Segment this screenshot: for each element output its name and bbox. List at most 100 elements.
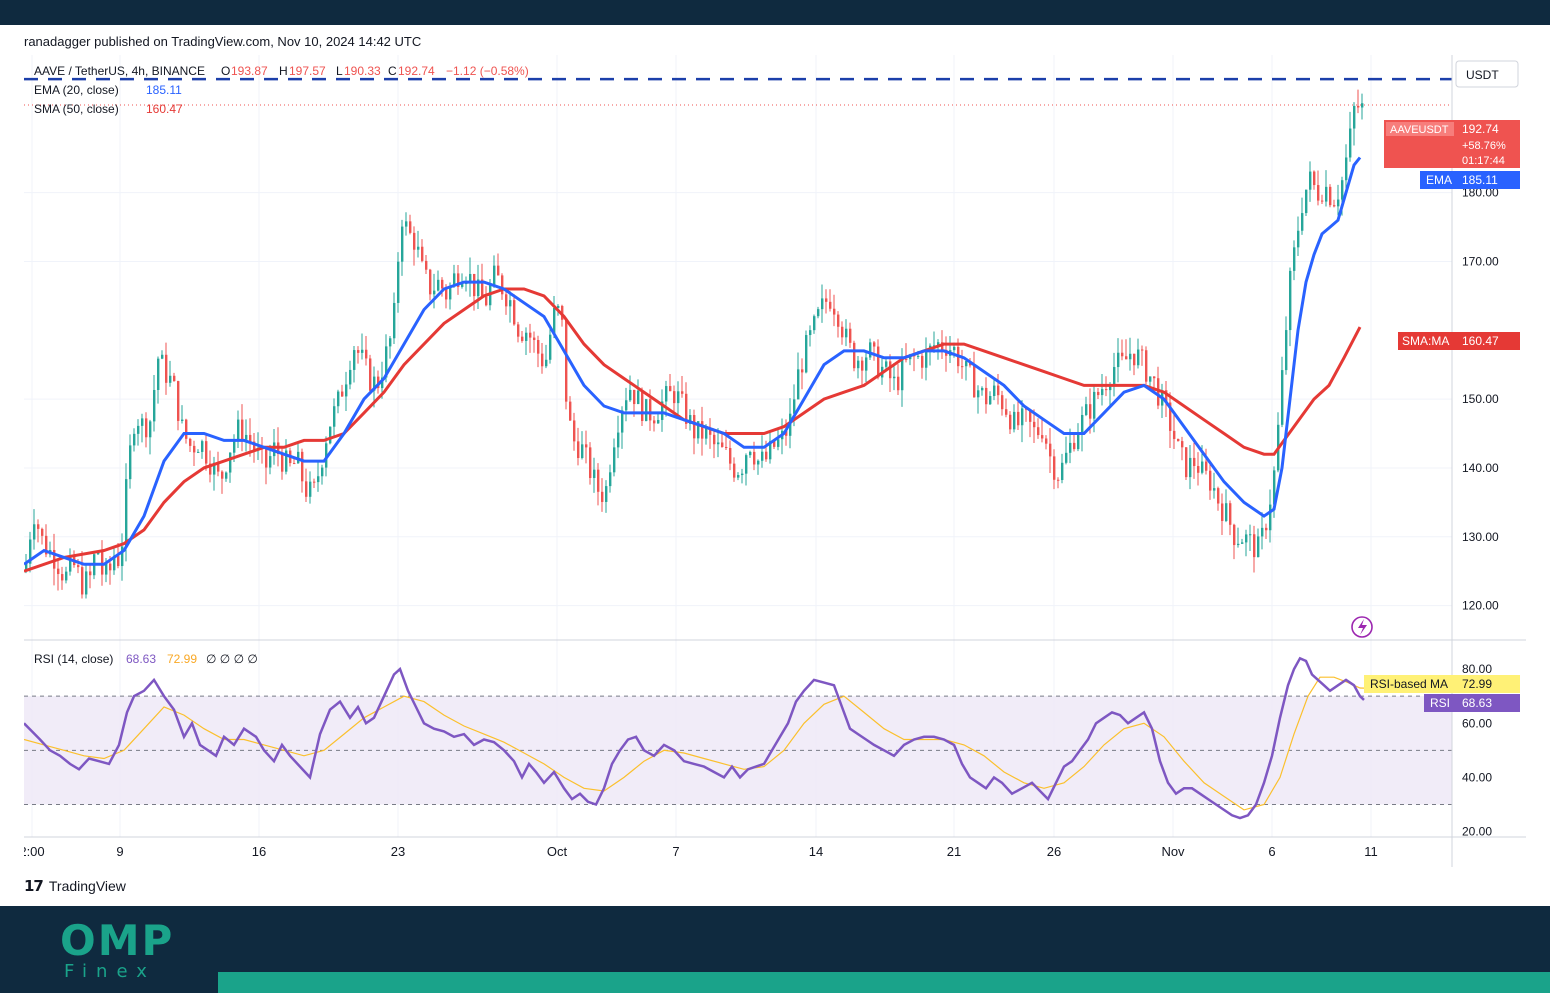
- candle-body: [1357, 105, 1360, 108]
- candle-body: [793, 399, 796, 414]
- omp-finex-logo: OMP Finex: [60, 920, 174, 982]
- x-tick-label: Oct: [547, 844, 568, 859]
- candle-body: [613, 447, 616, 473]
- y-tick-label: 180.00: [1462, 186, 1499, 200]
- candle-body: [1177, 438, 1180, 442]
- candle-body: [937, 342, 940, 346]
- candle-body: [1337, 199, 1340, 207]
- candle-body: [893, 376, 896, 379]
- svg-text:68.63: 68.63: [1462, 696, 1492, 710]
- candle-body: [169, 375, 172, 383]
- candle-body: [513, 300, 516, 325]
- candle-body: [1053, 456, 1056, 480]
- candle-body: [337, 391, 340, 407]
- candle-body: [985, 387, 988, 405]
- candle-body: [645, 399, 648, 421]
- candle-body: [501, 275, 504, 295]
- candle-body: [205, 441, 208, 464]
- candle-body: [997, 385, 1000, 396]
- rsi-legend-extra: ∅ ∅ ∅ ∅: [206, 652, 258, 666]
- top-bar: [0, 0, 1550, 25]
- candle-body: [1345, 157, 1348, 181]
- candle-body: [1081, 414, 1084, 436]
- candle-body: [577, 441, 580, 459]
- ohlc-open: 193.87: [231, 64, 268, 78]
- candle-body: [573, 420, 576, 442]
- rsi-legend-name: RSI (14, close): [34, 652, 113, 666]
- candle-body: [1109, 386, 1112, 391]
- candle-body: [889, 361, 892, 379]
- candle-body: [617, 432, 620, 448]
- candle-body: [597, 469, 600, 492]
- candle-body: [477, 279, 480, 297]
- candle-body: [761, 451, 764, 461]
- candle-body: [509, 300, 512, 307]
- candle-body: [865, 357, 868, 371]
- candle-body: [413, 232, 416, 250]
- candle-body: [673, 391, 676, 404]
- candle-body: [237, 419, 240, 441]
- ema-legend-value: 185.11: [146, 83, 182, 97]
- candle-body: [873, 342, 876, 347]
- candle-body: [1261, 527, 1264, 537]
- candle-body: [393, 302, 396, 339]
- candle-body: [401, 226, 404, 262]
- lightning-icon[interactable]: [1351, 616, 1373, 638]
- candle-body: [1149, 376, 1152, 382]
- candle-body: [1145, 350, 1148, 382]
- svg-text:C: C: [388, 64, 397, 78]
- candle-body: [481, 279, 484, 297]
- candle-body: [857, 360, 860, 369]
- candle-body: [165, 354, 168, 383]
- candle-body: [525, 332, 528, 341]
- candle-body: [1169, 402, 1172, 431]
- x-tick-label: 6: [1268, 844, 1275, 859]
- svg-text:160.47: 160.47: [1462, 334, 1499, 348]
- price-change: +58.76%: [1462, 140, 1506, 152]
- chart-container[interactable]: 180.00 170.00 150.00 140.00 130.00 120.00 2:00…: [19, 55, 1526, 867]
- candle-body: [729, 447, 732, 464]
- currency-button[interactable]: [1455, 60, 1519, 88]
- candle-body: [517, 324, 520, 337]
- candle-body: [201, 441, 204, 452]
- candle-body: [825, 298, 828, 302]
- price-chart[interactable]: 180.00 170.00 150.00 140.00 130.00 120.00 2:00…: [19, 55, 1526, 867]
- candle-body: [1117, 352, 1120, 368]
- candle-body: [305, 481, 308, 497]
- candle-body: [1333, 205, 1336, 207]
- candle-body: [293, 463, 296, 465]
- candle-body: [1125, 356, 1128, 360]
- candle-body: [925, 350, 928, 368]
- candle-body: [197, 451, 200, 453]
- ema-legend-name: EMA (20, close): [34, 83, 119, 97]
- candle-body: [981, 387, 984, 391]
- candle-body: [1309, 171, 1312, 190]
- candle-body: [85, 571, 88, 595]
- candle-body: [821, 298, 824, 310]
- candle-body: [665, 386, 668, 402]
- candle-body: [745, 455, 748, 474]
- candle-body: [461, 284, 464, 287]
- candle-body: [689, 415, 692, 424]
- candle-body: [549, 334, 552, 360]
- candle-body: [581, 444, 584, 459]
- candle-body: [121, 546, 124, 567]
- candle-body: [1093, 391, 1096, 419]
- candle-body: [721, 442, 724, 447]
- rsi-legend-value: 68.63: [126, 652, 156, 666]
- publish-info: ranadagger published on TradingView.com,…: [24, 34, 422, 49]
- candle-body: [1061, 462, 1064, 480]
- candle-body: [209, 463, 212, 475]
- candle-body: [185, 419, 188, 439]
- y-tick-label: 150.00: [1462, 392, 1499, 406]
- candle-body: [769, 441, 772, 460]
- tradingview-logo[interactable]: 17 TradingView: [24, 876, 126, 896]
- rsi-ma-legend-value: 72.99: [167, 652, 197, 666]
- candle-body: [725, 446, 728, 448]
- candle-body: [697, 421, 700, 439]
- candle-body: [349, 369, 352, 385]
- svg-text:EMA: EMA: [1426, 173, 1452, 187]
- candle-body: [341, 391, 344, 397]
- candle-body: [1265, 527, 1268, 531]
- candle-body: [553, 307, 556, 335]
